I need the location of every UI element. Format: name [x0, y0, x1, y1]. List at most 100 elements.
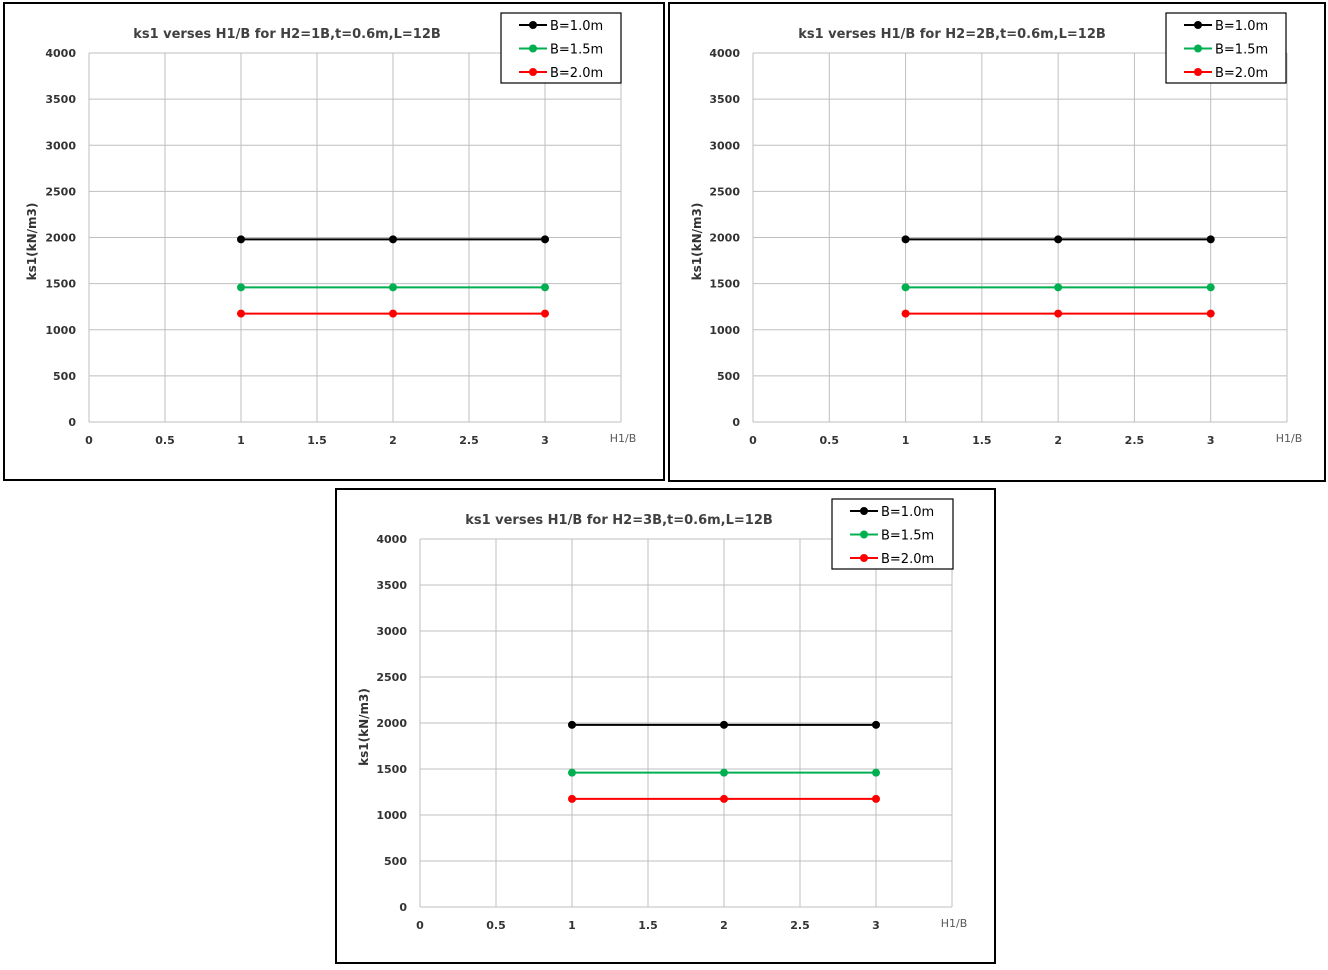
data-point — [541, 283, 549, 292]
y-tick-label: 3000 — [45, 139, 76, 152]
data-point — [720, 794, 728, 803]
x-tick-label: 2 — [720, 919, 728, 932]
gridlines — [419, 538, 953, 908]
y-tick-label: 1000 — [376, 809, 407, 822]
y-tick-label: 2500 — [709, 185, 740, 198]
legend-label: B=2.0m — [550, 66, 603, 81]
legend-swatch-marker — [529, 68, 537, 76]
y-tick-label: 4000 — [709, 47, 740, 60]
y-tick-label: 4000 — [376, 533, 407, 546]
legend-label: B=1.5m — [881, 529, 934, 544]
chart-title: ks1 verses H1/B for H2=3B,t=0.6m,L=12B — [465, 513, 773, 528]
data-point — [1054, 309, 1063, 318]
x-tick-label: 1 — [568, 919, 576, 932]
legend-label: B=2.0m — [1215, 66, 1268, 81]
y-tick-label: 3500 — [709, 93, 740, 106]
y-tick-label: 1500 — [376, 763, 407, 776]
x-tick-label: 0 — [416, 919, 424, 932]
x-tick-label: 1 — [902, 434, 910, 447]
y-tick-label: 0 — [732, 416, 740, 429]
data-point — [389, 283, 397, 292]
x-tick-label: 0.5 — [820, 434, 840, 447]
data-point — [1054, 235, 1063, 244]
x-tick-label: 2.5 — [459, 434, 479, 447]
y-tick-label: 0 — [68, 416, 76, 429]
data-point — [541, 309, 549, 318]
chart-3-svg: 0 500 1000 1500 2000 2500 3000 3500 4000 0 0.5 1 1.5… — [357, 498, 967, 932]
y-axis-label: ks1(kN/m3) — [690, 203, 704, 281]
series-1 — [901, 235, 1215, 244]
series-2 — [901, 283, 1215, 292]
data-point — [1206, 283, 1215, 292]
series-1 — [237, 235, 549, 244]
legend-label: B=1.5m — [550, 43, 603, 58]
data-point — [568, 720, 576, 729]
x-tick-label: 3 — [872, 919, 880, 932]
x-tick-label: 1.5 — [307, 434, 327, 447]
data-point — [872, 768, 880, 777]
y-tick-label: 500 — [53, 370, 76, 383]
x-tick-label: 0.5 — [486, 919, 506, 932]
chart-2-svg: 0 500 1000 1500 2000 2500 3000 3500 4000 0 0.5 1 1.5… — [690, 12, 1303, 447]
y-tick-label: 500 — [717, 370, 740, 383]
y-axis-label: ks1(kN/m3) — [25, 203, 39, 281]
y-tick-label: 0 — [399, 901, 407, 914]
legend-swatch-marker — [1194, 21, 1202, 29]
data-point — [389, 235, 397, 244]
x-tick-label: 3 — [1207, 434, 1215, 447]
gridlines — [752, 52, 1288, 423]
data-point — [901, 283, 910, 292]
data-point — [541, 235, 549, 244]
data-point — [237, 309, 245, 318]
y-tick-label: 1500 — [45, 278, 76, 291]
legend-label: B=1.0m — [550, 19, 603, 34]
legend-swatch-marker — [1194, 44, 1202, 53]
data-point — [872, 720, 880, 729]
y-tick-label: 2500 — [45, 185, 76, 198]
y-tick-label: 1500 — [709, 278, 740, 291]
y-tick-label: 3500 — [376, 579, 407, 592]
legend-label: B=1.0m — [1215, 19, 1268, 34]
chart-panel-1: 0 500 1000 1500 2000 2500 3000 3500 4000 0 0.5 1 1.5… — [3, 2, 665, 481]
x-tick-label: 1.5 — [972, 434, 992, 447]
x-tick-label: 0 — [749, 434, 757, 447]
data-point — [1054, 283, 1063, 292]
data-point — [901, 235, 910, 244]
x-tick-label: 2.5 — [790, 919, 810, 932]
legend-swatch-marker — [1194, 68, 1202, 76]
data-point — [872, 794, 880, 803]
legend-swatch-marker — [860, 530, 868, 539]
series-1 — [568, 720, 880, 729]
legend-swatch-marker — [529, 44, 537, 53]
chart-1-svg: 0 500 1000 1500 2000 2500 3000 3500 4000 0 0.5 1 1.5… — [25, 12, 636, 447]
gridlines — [88, 52, 622, 423]
legend: B=1.0m B=1.5m B=2.0m — [1165, 12, 1287, 84]
data-point — [237, 235, 245, 244]
y-tick-label: 2000 — [709, 232, 740, 245]
chart-title: ks1 verses H1/B for H2=1B,t=0.6m,L=12B — [133, 27, 441, 42]
series-3 — [901, 309, 1215, 318]
legend: B=1.0m B=1.5m B=2.0m — [831, 498, 954, 570]
legend-label: B=1.5m — [1215, 43, 1268, 58]
x-tick-label: 2 — [1054, 434, 1062, 447]
data-point — [389, 309, 397, 318]
legend-label: B=2.0m — [881, 552, 934, 567]
chart-title: ks1 verses H1/B for H2=2B,t=0.6m,L=12B — [798, 27, 1106, 42]
x-tick-label: 2 — [389, 434, 397, 447]
y-tick-label: 1000 — [709, 324, 740, 337]
x-tick-label: 2.5 — [1125, 434, 1145, 447]
y-tick-label: 3000 — [376, 625, 407, 638]
y-tick-label: 500 — [384, 855, 407, 868]
data-point — [568, 794, 576, 803]
x-tick-label: 1 — [237, 434, 245, 447]
legend-swatch-marker — [529, 21, 537, 29]
data-point — [720, 768, 728, 777]
chart-panel-3: 0 500 1000 1500 2000 2500 3000 3500 4000 0 0.5 1 1.5… — [335, 488, 996, 964]
series-3 — [568, 794, 880, 803]
chart-panel-2: 0 500 1000 1500 2000 2500 3000 3500 4000 0 0.5 1 1.5… — [668, 2, 1326, 482]
y-tick-label: 1000 — [45, 324, 76, 337]
legend: B=1.0m B=1.5m B=2.0m — [500, 12, 622, 84]
x-tick-label: 1.5 — [638, 919, 658, 932]
y-tick-label: 4000 — [45, 47, 76, 60]
x-axis-label: H1/B — [1276, 432, 1303, 445]
